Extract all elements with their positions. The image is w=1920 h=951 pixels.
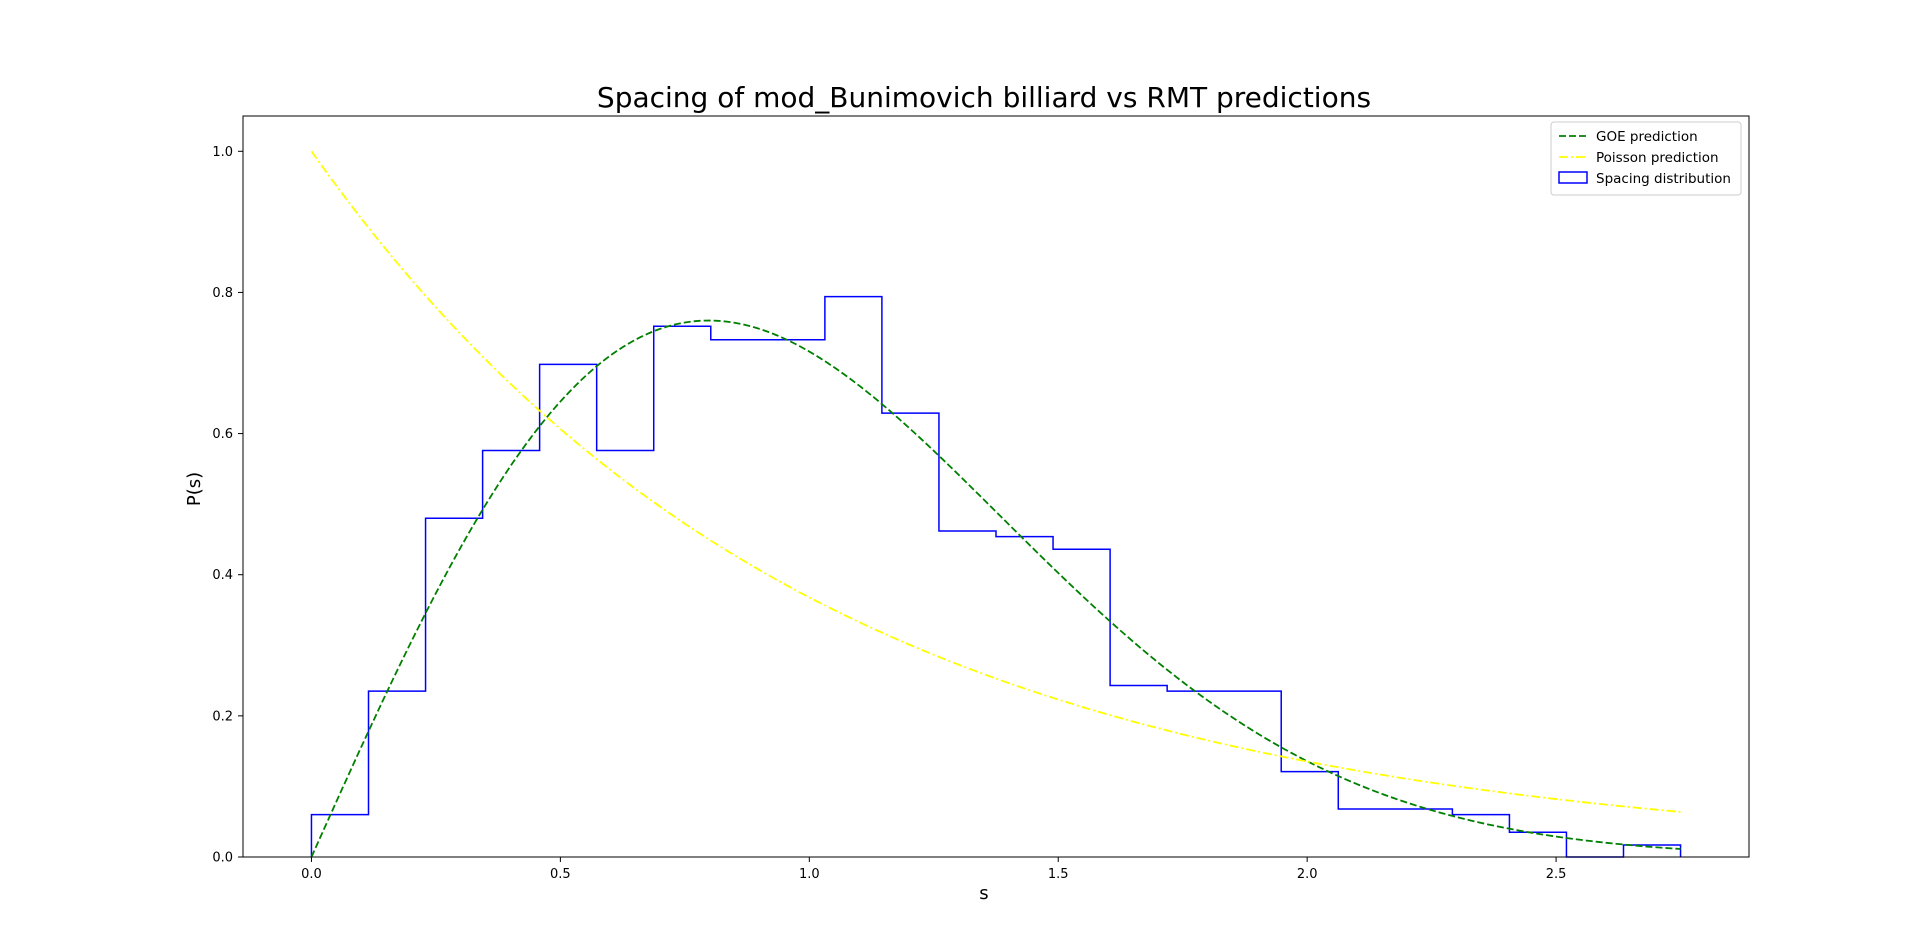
x-tick-label: 1.5 — [1048, 867, 1069, 882]
y-tick-label: 0.6 — [212, 427, 233, 442]
plot-area — [242, 115, 1750, 858]
legend-box — [1550, 121, 1742, 196]
series-spacing-distribution — [310, 295, 1682, 858]
legend: GOE prediction Poisson prediction Spacing … — [1550, 121, 1742, 196]
x-axis: 0.0 0.5 1.0 1.5 2.0 2.5 — [301, 857, 1566, 882]
x-tick-label: 0.5 — [550, 867, 571, 882]
x-axis-label: s — [979, 883, 988, 904]
legend-swatch — [1558, 171, 1588, 184]
legend-label: Poisson prediction — [1596, 150, 1719, 166]
y-axis: 0.0 0.2 0.4 0.6 0.8 1.0 — [212, 145, 243, 866]
y-tick-label: 1.0 — [212, 145, 233, 160]
y-tick-label: 0.0 — [212, 851, 233, 866]
x-tick-label: 0.0 — [301, 867, 322, 882]
plot-frame — [242, 115, 1750, 858]
series-goe-prediction — [310, 319, 1681, 858]
y-tick-label: 0.4 — [212, 568, 233, 583]
legend-label: Spacing distribution — [1596, 171, 1731, 187]
x-tick-label: 2.5 — [1546, 867, 1567, 882]
x-tick-label: 2.0 — [1297, 867, 1318, 882]
y-tick-label: 0.2 — [212, 709, 233, 724]
y-axis-label: P(s) — [184, 472, 205, 506]
chart-title: Spacing of mod_Bunimovich billiard vs RM… — [597, 81, 1371, 114]
legend-label: GOE prediction — [1596, 129, 1698, 145]
series-poisson-prediction — [310, 150, 1681, 813]
x-tick-label: 1.0 — [799, 867, 820, 882]
y-tick-label: 0.8 — [212, 286, 233, 301]
